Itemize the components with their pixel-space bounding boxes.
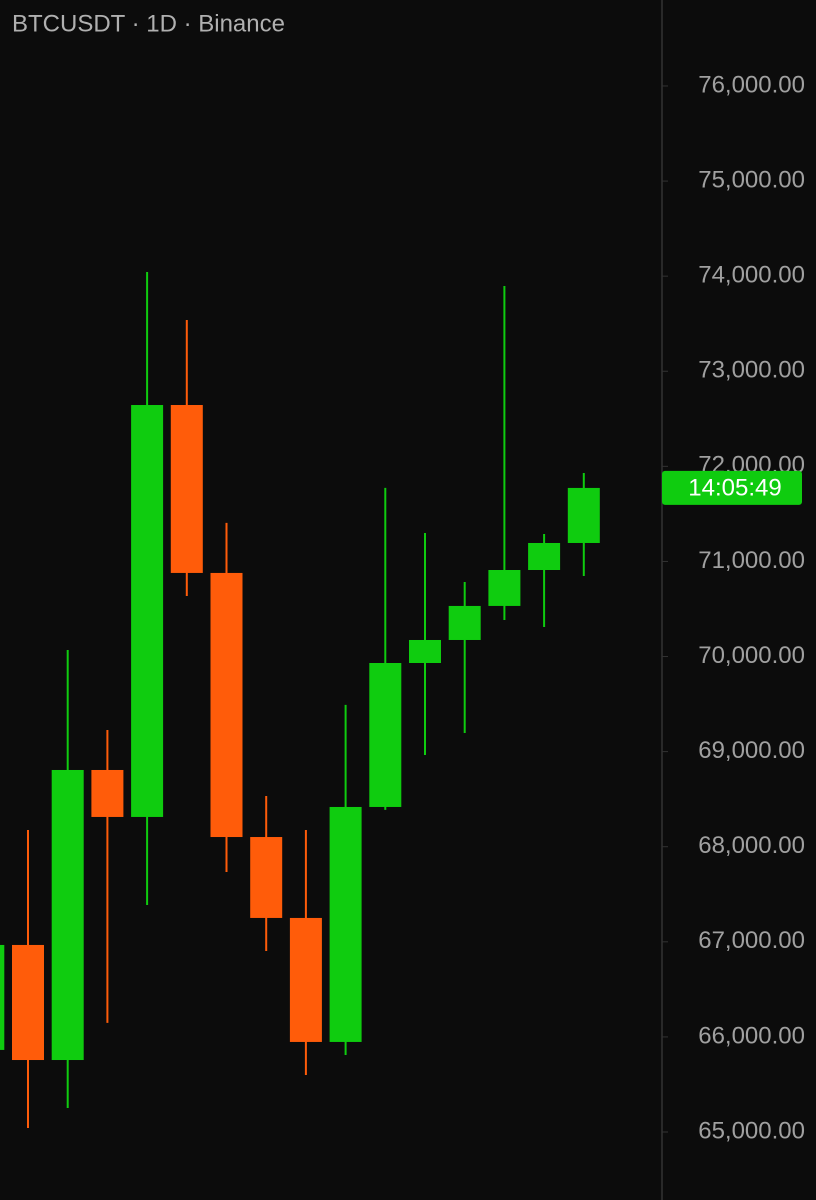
chart-title: BTCUSDT · 1D · Binance — [12, 10, 285, 37]
price-label-box — [662, 470, 802, 505]
candle-body — [448, 605, 481, 640]
y-tick-label: 71,000.00 — [698, 547, 805, 574]
candle-body — [488, 569, 521, 606]
candle-body — [329, 806, 362, 1042]
candle-body — [0, 944, 5, 1050]
candle-body — [12, 944, 44, 1061]
y-tick-label: 75,000.00 — [698, 166, 805, 193]
candle-body — [369, 663, 402, 807]
candle-body — [51, 769, 84, 1061]
y-tick-label: 68,000.00 — [698, 832, 805, 859]
candle-body — [528, 542, 561, 570]
candle-body — [170, 405, 203, 573]
candle-body — [131, 405, 164, 817]
y-tick-label: 66,000.00 — [698, 1022, 805, 1049]
candle-body — [289, 917, 322, 1042]
candle-body — [250, 837, 283, 918]
candle-body — [91, 769, 124, 817]
candle-body — [210, 572, 243, 838]
y-tick-label: 73,000.00 — [698, 357, 805, 384]
y-tick-label: 70,000.00 — [698, 642, 805, 669]
y-tick-label: 65,000.00 — [698, 1117, 805, 1144]
price-label: 14:05:49 — [688, 474, 781, 501]
y-tick-label: 67,000.00 — [698, 927, 805, 954]
y-tick-label: 74,000.00 — [698, 261, 805, 288]
candle-body — [409, 639, 441, 664]
candle-body — [567, 487, 600, 543]
y-tick-label: 76,000.00 — [698, 71, 805, 98]
y-tick-label: 69,000.00 — [698, 737, 805, 764]
